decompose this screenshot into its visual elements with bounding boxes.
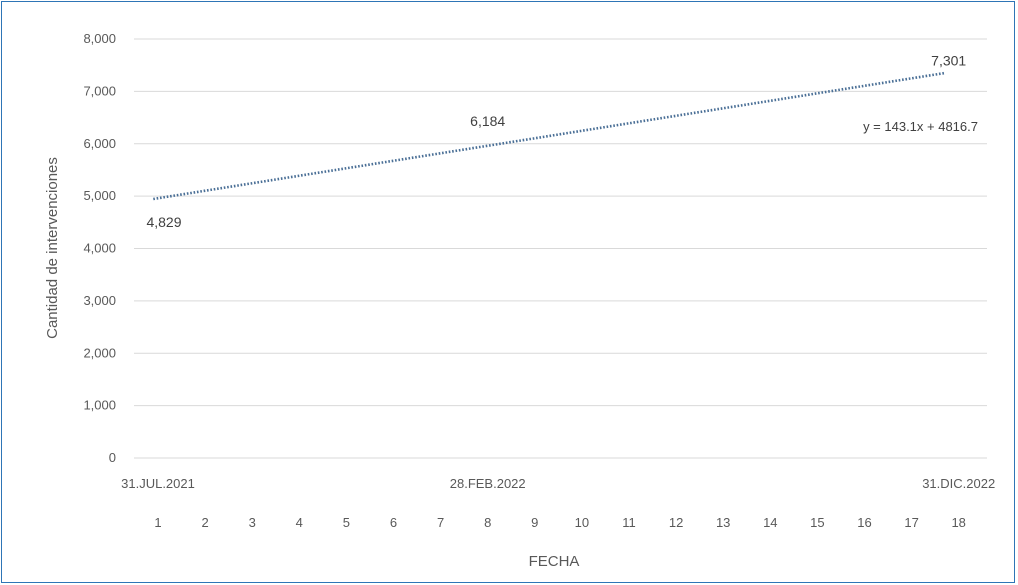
x-tick-label: 3	[249, 515, 256, 530]
y-tick-labels: 0 1,000 2,000 3,000 4,000 5,000 6,000 7,000 8,00…	[83, 31, 116, 465]
trendline	[153, 71, 945, 201]
data-label: 7,301	[931, 53, 966, 69]
data-labels: 4,829 6,184 7,301	[146, 53, 966, 230]
x-tick-label: 9	[531, 515, 538, 530]
date-label: 31.DIC.2022	[922, 476, 995, 491]
y-tick-label: 0	[109, 450, 116, 465]
y-tick-label: 4,000	[83, 241, 116, 256]
x-tick-label: 6	[390, 515, 397, 530]
x-tick-label: 13	[716, 515, 730, 530]
y-tick-label: 3,000	[83, 293, 116, 308]
y-tick-label: 2,000	[83, 345, 116, 360]
date-label: 31.JUL.2021	[121, 476, 195, 491]
x-tick-label: 15	[810, 515, 824, 530]
x-tick-label: 17	[904, 515, 918, 530]
x-tick-label: 16	[857, 515, 871, 530]
date-labels: 31.JUL.2021 28.FEB.2022 31.DIC.2022	[121, 476, 995, 491]
y-tick-label: 8,000	[83, 31, 116, 46]
x-tick-label: 7	[437, 515, 444, 530]
x-tick-label: 11	[622, 515, 636, 530]
y-tick-label: 6,000	[83, 136, 116, 151]
x-tick-label: 2	[201, 515, 208, 530]
x-axis-title: FECHA	[529, 553, 580, 570]
x-tick-label: 4	[296, 515, 303, 530]
trendline-equation: y = 143.1x + 4816.7	[863, 119, 978, 134]
y-tick-label: 1,000	[83, 398, 116, 413]
data-label: 6,184	[470, 113, 505, 129]
data-label: 4,829	[146, 214, 181, 230]
date-label: 28.FEB.2022	[450, 476, 526, 491]
x-tick-label: 12	[669, 515, 683, 530]
x-tick-label: 8	[484, 515, 491, 530]
x-tick-label: 14	[763, 515, 777, 530]
y-axis-title: Cantidad de intervenciones	[44, 157, 61, 339]
x-tick-label: 10	[575, 515, 589, 530]
x-tick-label: 5	[343, 515, 350, 530]
gridlines	[134, 38, 987, 459]
x-tick-label: 1	[154, 515, 161, 530]
x-tick-labels: 1 2 3 4 5 6 7 8 9 10 11 12 13 14 15 16 17 18	[154, 515, 966, 530]
y-tick-label: 5,000	[83, 188, 116, 203]
x-tick-label: 18	[951, 515, 965, 530]
y-tick-label: 7,000	[83, 83, 116, 98]
